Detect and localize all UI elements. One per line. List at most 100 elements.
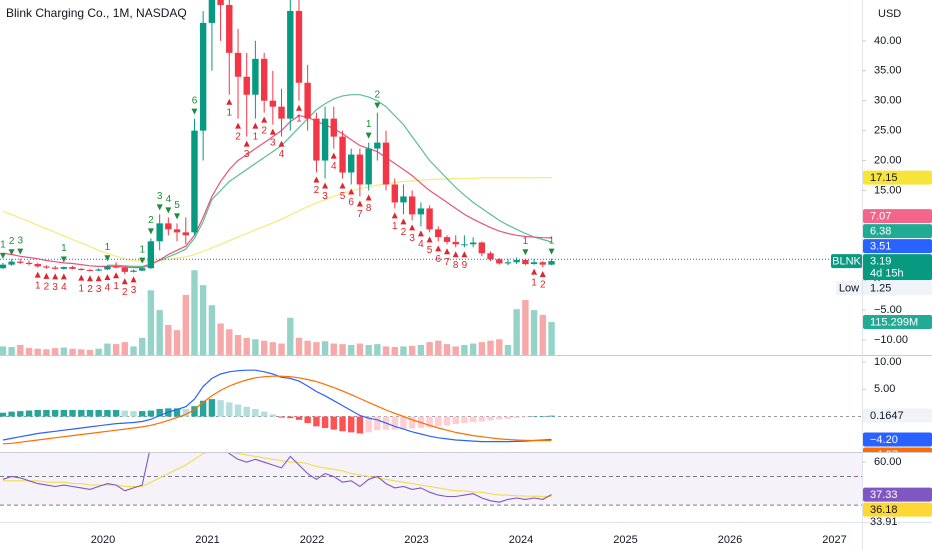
axes: 2020 2021 2022 2023 2024 2025 2026 202740.0035.… [91, 35, 908, 546]
histogram-bar [339, 416, 346, 432]
volume-bar [165, 324, 172, 355]
histogram-bar [51, 410, 59, 417]
x-tick-label: 2026 [718, 534, 742, 546]
histogram-bar [504, 416, 512, 419]
badge-label: 36.18 [870, 504, 898, 516]
volume-bar [539, 314, 546, 355]
candle-body [487, 253, 494, 260]
histogram-bar [17, 411, 24, 417]
candle-body [400, 196, 407, 203]
candle-body [339, 136, 346, 173]
histogram-bar [243, 406, 250, 417]
volume-bar [513, 309, 520, 355]
signal-count: 3 [270, 137, 276, 148]
signal-arrow [409, 224, 416, 231]
histogram-bar [43, 410, 50, 417]
volume-bar [435, 340, 442, 355]
badge-label: 1.25 [870, 283, 891, 295]
candle-body [513, 259, 520, 263]
candle-body [252, 58, 259, 95]
signal-arrow [348, 188, 355, 195]
signal-count: 2 [401, 227, 407, 238]
y-tick-label: 15.00 [874, 184, 902, 196]
candle-body [191, 130, 198, 233]
histogram-bar [156, 408, 163, 417]
y-tick-label: 20.00 [874, 154, 902, 166]
badge [863, 281, 932, 296]
candle-body [287, 10, 294, 119]
volume-bar [365, 344, 372, 355]
volume-bar [269, 342, 277, 355]
signal-count: 1 [79, 283, 85, 294]
chart-title: Blink Charging Co., 1M, NASDAQ [6, 6, 187, 20]
volume-bar [452, 346, 459, 355]
candle-body [260, 58, 268, 101]
histogram-bar [426, 416, 433, 428]
histogram-bar [78, 410, 85, 417]
volume-bar [487, 340, 494, 355]
histogram-bar [530, 416, 538, 418]
histogram-bar [147, 410, 155, 417]
signal-count: 3 [131, 285, 137, 296]
signal-count: 6 [192, 95, 198, 106]
y-tick-label: 30.00 [874, 95, 902, 107]
volume-bar [278, 343, 285, 355]
y-tick-label: −10.00 [874, 334, 908, 346]
candle-body [78, 268, 85, 271]
volume-bar [287, 317, 294, 355]
candle-body [139, 268, 146, 271]
signal-count: 1 [113, 281, 119, 292]
y-tick-label: 25.00 [874, 125, 902, 137]
volume-bar [321, 341, 329, 355]
candle-body [313, 118, 320, 161]
histogram-bar [461, 416, 468, 424]
volume-bar [408, 345, 416, 355]
title-backdrop [0, 3, 200, 23]
badge [863, 224, 932, 239]
volume-bar [217, 323, 224, 355]
volume-bar [330, 343, 337, 355]
badge-label: 17.15 [870, 172, 898, 184]
candle-body [504, 262, 512, 264]
candle-body [522, 259, 529, 265]
volume-bar [234, 334, 242, 355]
candle-body [243, 76, 250, 95]
signal-count: 6 [348, 197, 354, 208]
histogram-bar [278, 416, 285, 418]
histogram-bar [226, 402, 233, 417]
volume-bar [8, 346, 15, 355]
volume-bar [243, 337, 250, 355]
candle-body [382, 142, 390, 185]
signal-arrow [8, 249, 15, 256]
signal-arrow [139, 257, 146, 264]
moving-average [107, 94, 552, 267]
signal-count: 1 [139, 244, 145, 255]
currency[interactable]: USD [878, 8, 901, 20]
signal-arrow [539, 271, 546, 278]
signal-count: 3 [157, 191, 163, 202]
candle-body [469, 242, 477, 245]
histogram-bar [269, 414, 277, 417]
candle-body [548, 261, 555, 265]
candle-body [51, 267, 59, 269]
histogram-bar [295, 416, 303, 420]
candle-body [478, 242, 486, 254]
signal-count: 2 [261, 125, 267, 136]
signal-arrow [243, 140, 250, 147]
candle-body [330, 118, 337, 137]
badge [863, 170, 932, 185]
candle-body [304, 82, 311, 119]
volume-bar [426, 342, 433, 355]
signal-arrow [444, 248, 451, 255]
signal-count: 2 [540, 280, 546, 291]
signal-arrow [95, 275, 102, 282]
signal-count: 1 [366, 119, 372, 130]
badge-name: BLNK [832, 256, 861, 268]
volume-bar [304, 340, 311, 355]
signal-count: 5 [340, 191, 346, 202]
volume-bar [522, 300, 529, 355]
volume-bar [226, 329, 233, 355]
volume-bar [17, 344, 24, 355]
